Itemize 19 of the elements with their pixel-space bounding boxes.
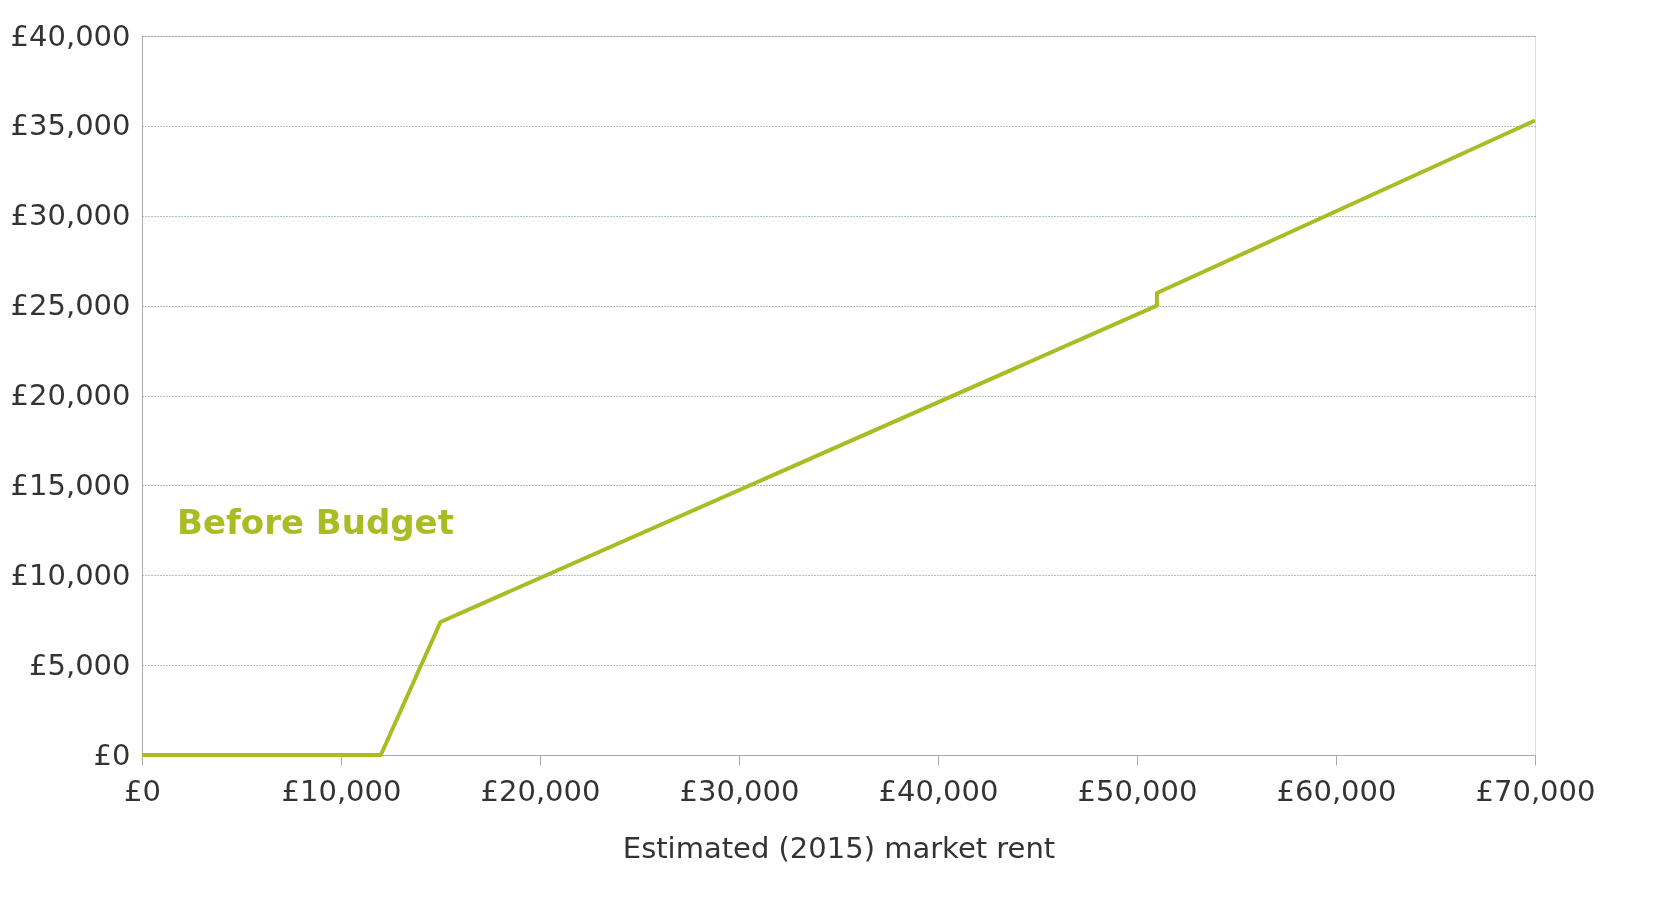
y-tick-label: £20,000	[10, 378, 131, 412]
x-tick-label: £10,000	[281, 773, 402, 808]
y-tick-label: £10,000	[10, 557, 131, 592]
y-tick-label: £15,000	[10, 467, 131, 502]
x-tick-label: £20,000	[480, 773, 601, 808]
x-tick-label: £50,000	[1077, 773, 1198, 808]
y-tick-label: £0	[93, 737, 131, 772]
x-tick-label: £70,000	[1475, 773, 1596, 808]
x-axis-title: Estimated (2015) market rent	[622, 830, 1056, 865]
x-tick-label: £40,000	[878, 773, 999, 808]
x-tick-label: £60,000	[1276, 773, 1397, 808]
x-tick-label: £0	[124, 773, 161, 808]
y-tick-label: £5,000	[29, 647, 131, 682]
x-tick-label: £30,000	[679, 773, 800, 808]
y-tick-label: £25,000	[10, 288, 131, 323]
y-tick-label: £40,000	[10, 18, 131, 53]
series-label: Before Budget	[177, 502, 454, 542]
y-tick-label: £30,000	[10, 198, 131, 233]
y-tick-label: £35,000	[10, 108, 131, 143]
